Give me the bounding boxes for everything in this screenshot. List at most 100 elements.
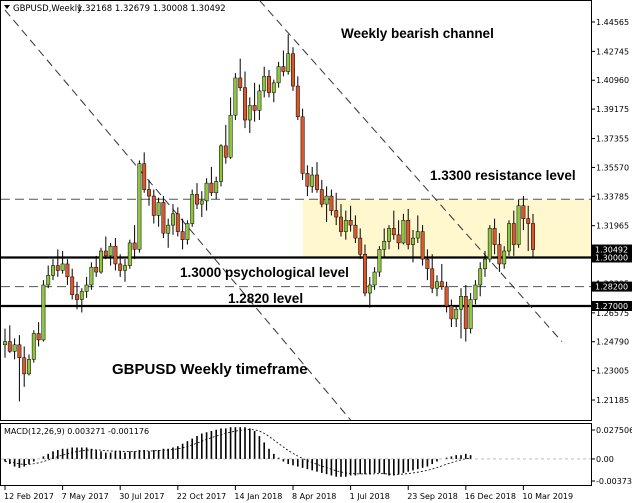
price-tag-label: 1.30000: [595, 253, 628, 262]
x-tick-label: 16 Dec 2018: [465, 492, 516, 501]
candle-body: [89, 266, 94, 286]
macd-signal-line: [4, 429, 471, 475]
candle: [36, 322, 41, 347]
candle-body: [387, 228, 391, 242]
candle: [137, 160, 142, 253]
candle: [267, 69, 271, 98]
candle-body: [204, 182, 209, 202]
annotation-1282-level: 1.2820 level: [228, 291, 303, 306]
candle: [3, 328, 7, 358]
price-tag: 1.28200: [592, 281, 632, 292]
candle: [60, 251, 65, 274]
candle-body: [3, 341, 7, 346]
candle-body: [319, 189, 324, 205]
candle-body: [483, 258, 487, 270]
candle: [454, 305, 459, 328]
candle: [372, 267, 377, 290]
dropdown-triangle-icon[interactable]: [4, 5, 10, 9]
x-tick-label: 1 Jul 2018: [350, 492, 390, 501]
candle: [444, 281, 449, 313]
candle-body: [46, 275, 51, 286]
channel-line-0: [4, 9, 351, 421]
price-tag: 1.30492: [592, 244, 632, 255]
candle: [507, 220, 511, 256]
candle: [310, 166, 315, 193]
candle: [324, 186, 329, 222]
candle: [27, 354, 31, 376]
candle: [132, 225, 137, 260]
candle: [382, 228, 387, 258]
candle: [228, 97, 233, 159]
candle-body: [228, 114, 233, 158]
price-tag-label: 1.28200: [595, 283, 628, 292]
candle: [358, 228, 363, 260]
candle-body: [401, 220, 406, 244]
candle: [204, 178, 209, 211]
macd-plot-frame: [0, 423, 592, 486]
candle-body: [103, 250, 108, 257]
candle-body: [99, 250, 103, 273]
candle-body: [223, 145, 228, 158]
candle-body: [127, 242, 132, 266]
candle: [75, 281, 79, 310]
candle: [252, 82, 257, 122]
candle-body: [41, 284, 46, 341]
candle: [17, 335, 22, 402]
candle: [51, 259, 55, 281]
candle: [79, 288, 84, 313]
candle-body: [454, 308, 459, 320]
candle: [55, 249, 60, 277]
candle: [147, 179, 151, 206]
price-tag-bg: [592, 281, 632, 292]
candle-body: [468, 299, 473, 329]
candle: [89, 262, 94, 290]
y-tick-label: 1.31965: [596, 222, 629, 231]
y-tick-label: 1.42745: [596, 47, 629, 56]
candle-body: [79, 291, 84, 300]
candle-body: [497, 244, 502, 265]
candle-body: [348, 220, 353, 226]
candle-body: [36, 333, 41, 341]
candle: [420, 225, 425, 266]
candle-body: [478, 268, 483, 286]
symbol-label: GBPUSD,Weekly: [13, 4, 82, 14]
candle-body: [51, 265, 55, 276]
candle-body: [305, 173, 310, 187]
candle: [478, 262, 483, 297]
candle-body: [459, 296, 463, 310]
candle-body: [363, 253, 367, 294]
candle-body: [65, 263, 70, 278]
candle: [46, 265, 51, 289]
candle-body: [171, 213, 175, 226]
candle-body: [190, 194, 195, 224]
candle: [262, 66, 267, 98]
candle-body: [449, 305, 454, 320]
candle: [531, 213, 535, 258]
candle: [459, 288, 463, 339]
candle: [363, 244, 367, 297]
candle-body: [391, 228, 396, 236]
candle-body: [195, 194, 199, 205]
candle-body: [487, 228, 492, 260]
candle-body: [372, 271, 377, 286]
candle: [387, 225, 391, 250]
candle: [329, 189, 334, 216]
candle-body: [219, 145, 223, 182]
candle: [185, 220, 190, 245]
ohlc-readout: 1.32168 1.32679 1.30008 1.30492: [77, 4, 226, 14]
candle-body: [291, 53, 295, 87]
candle-body: [286, 53, 291, 72]
candle-body: [526, 218, 531, 224]
macd-tick-label: 0.027506: [596, 426, 632, 435]
candle: [526, 205, 531, 252]
price-tag-label: 1.27000: [595, 302, 628, 311]
candle-body: [94, 266, 99, 273]
x-tick-label: 22 Oct 2017: [177, 492, 226, 501]
candle: [195, 183, 199, 209]
candle: [113, 238, 118, 271]
y-tick-label: 1.37355: [596, 135, 629, 144]
candle-body: [185, 223, 190, 240]
candle-body: [435, 281, 439, 289]
candle: [22, 346, 27, 387]
